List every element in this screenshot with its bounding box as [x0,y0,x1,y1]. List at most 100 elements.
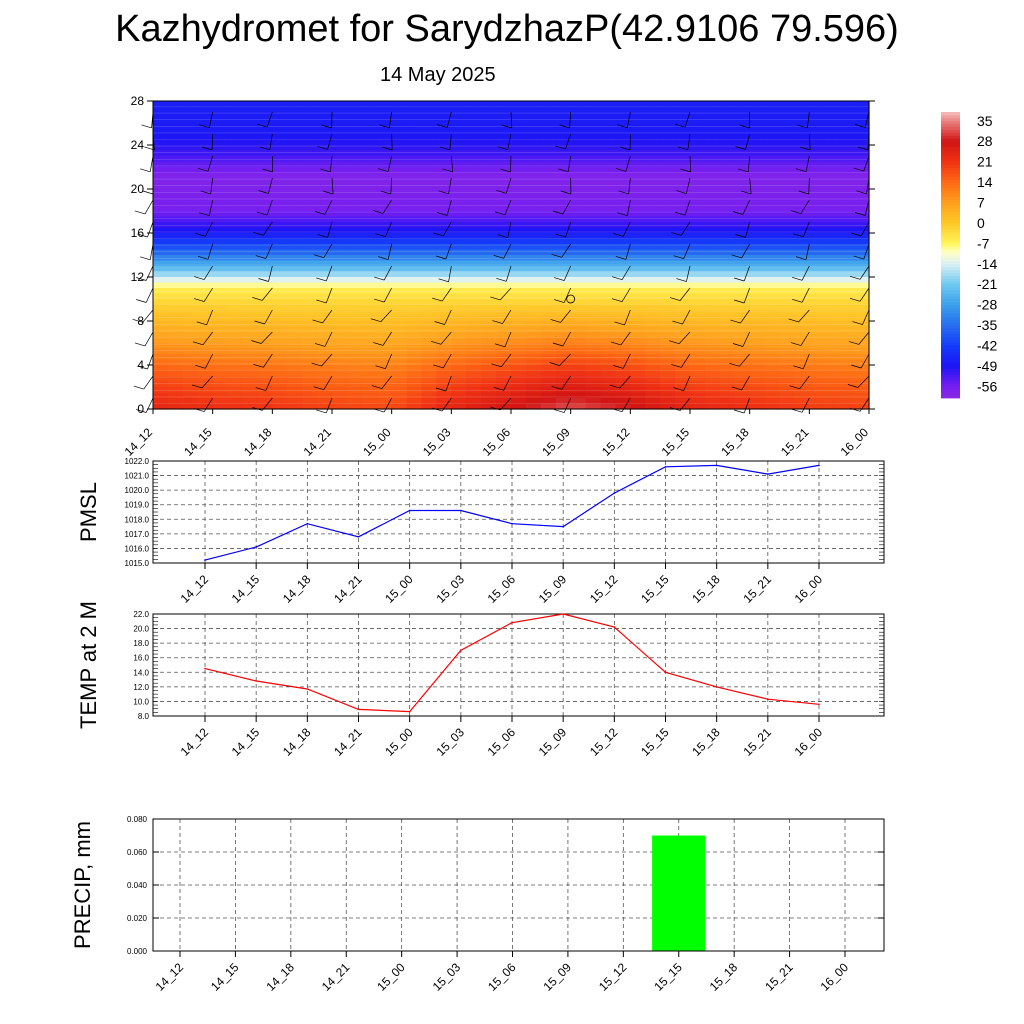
wind-barb-flag [371,385,382,389]
heatmap-cell [555,139,572,146]
heatmap-cell [436,370,452,377]
wind-barb-flag [496,277,507,282]
colorbar-label: 0 [977,215,985,231]
heatmap-cell [540,266,557,273]
heatmap-cell [436,205,452,212]
heatmap-cell [854,227,870,234]
heatmap-cell [391,282,408,289]
heatmap-cell [436,392,452,399]
heatmap-cell [809,150,825,157]
heatmap-cell [540,222,557,229]
heatmap-cell [809,266,825,273]
heatmap-cell [272,376,288,383]
heatmap-cell [854,348,870,355]
heatmap-cell [391,403,408,410]
heatmap-cell [779,150,796,157]
heatmap-cell [257,172,273,179]
heatmap-cell [451,134,467,141]
colorbar-swatch [941,158,960,163]
heatmap-cell [242,233,259,240]
heatmap-cell [660,139,676,146]
heatmap-cell [167,266,184,273]
heatmap-cell [451,101,467,108]
heatmap-cell [227,271,244,278]
heatmap-cell [272,299,288,306]
wind-barb [563,265,571,281]
heatmap-cell [734,354,751,361]
heatmap-cell [257,238,273,245]
heatmap-cell [272,255,288,262]
heatmap-cell [153,266,169,273]
heatmap-cell [391,101,408,108]
heatmap-cell [660,354,676,361]
wind-barb [268,265,273,282]
heatmap-cell [481,249,497,256]
heatmap-cell [600,150,617,157]
heatmap-cell [332,101,348,108]
heatmap-cell [272,315,288,322]
heatmap-cell [645,387,661,394]
heatmap-cell [197,288,214,295]
colorbar-swatch [941,322,960,326]
heatmap-cell [451,167,467,174]
heatmap-cell [287,354,303,361]
heatmap-cell [630,293,646,300]
heatmap-cell [854,376,870,383]
heatmap-cell [376,392,393,399]
heatmap-cell [302,255,318,262]
heatmap-cell [704,194,721,201]
pmsl-data-point [715,464,718,467]
heatmap-cell [824,183,840,190]
heatmap-cell [481,156,497,163]
heatmap-cell [227,288,244,295]
heatmap-cell [272,200,288,207]
heatmap-cell [317,260,333,267]
heatmap-cell [675,227,691,234]
heatmap-cell [585,271,602,278]
wind-barb [749,177,752,194]
wind-barb-flag [382,146,393,151]
heatmap-cell [212,304,229,311]
heatmap-cell [585,161,602,168]
heatmap-cell [227,205,244,212]
heatmap-cell [764,238,781,245]
heatmap-cell [749,112,766,119]
wind-barb-flag [379,124,390,129]
heatmap-cell [734,381,751,388]
heatmap-cell [287,260,303,267]
heatmap-cell [451,348,467,355]
heatmap-cell [809,337,825,344]
wind-barb-flag [375,233,386,238]
heatmap-cell [197,156,214,163]
heatmap-cell [511,315,527,322]
heatmap-cell [391,112,408,119]
heatmap-cell [212,282,229,289]
heatmap-cell [421,244,438,251]
heatmap-cell [212,167,229,174]
heatmap-cell [511,304,527,311]
colorbar-swatch [941,167,960,171]
heatmap-cell [421,326,438,333]
pmsl-y-tick-label: 1019.0 [125,501,150,510]
heatmap-cell [242,332,259,339]
heatmap-cell [227,106,244,113]
heatmap-cell [197,332,214,339]
heatmap-cell [764,112,781,119]
heatmap-cell [585,310,602,317]
heatmap-cell [704,183,721,190]
wind-barb [864,199,870,216]
heatmap-cell [570,139,587,146]
heatmap-cell [272,244,288,251]
heatmap-cell [794,238,810,245]
wind-barb-flag [312,319,323,324]
colorbar-swatch [941,214,960,218]
heatmap-cell [302,304,318,311]
heatmap-cell [719,293,736,300]
heatmap-cell [749,134,766,141]
heatmap-cell [361,211,378,218]
heatmap-cell [704,161,721,168]
heatmap-cell [466,392,482,399]
heatmap-cell [779,337,796,344]
heatmap-cell [287,392,303,399]
heatmap-cell [182,354,199,361]
